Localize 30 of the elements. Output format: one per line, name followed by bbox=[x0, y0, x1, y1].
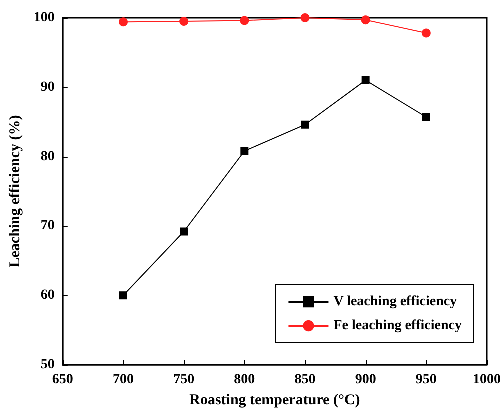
point bbox=[300, 14, 310, 22]
y-tick-label: 60 bbox=[40, 288, 55, 304]
y-tick-label: 50 bbox=[40, 358, 55, 372]
y-tick-label: 80 bbox=[40, 149, 55, 164]
x-tick-label: 850 bbox=[294, 372, 316, 388]
point bbox=[119, 292, 128, 300]
y-tick-label: 90 bbox=[40, 80, 55, 95]
point bbox=[180, 16, 189, 26]
point bbox=[118, 18, 128, 27]
point bbox=[180, 228, 188, 236]
point bbox=[361, 16, 370, 25]
point bbox=[240, 16, 250, 26]
point bbox=[422, 113, 430, 122]
x-tick-label: 900 bbox=[355, 372, 376, 388]
x-tick-label: 700 bbox=[112, 372, 134, 388]
y-axis-title: Leaching efficiency (%) bbox=[8, 115, 24, 268]
y-tick-label: 100 bbox=[34, 10, 55, 26]
x-tick-label: 1000 bbox=[473, 372, 501, 388]
point bbox=[301, 120, 310, 129]
legend-label: Fe leaching efficiency bbox=[334, 318, 462, 334]
point bbox=[362, 76, 370, 84]
x-axis-title: Roasting temperature (°C) bbox=[190, 392, 360, 408]
point bbox=[422, 28, 431, 38]
x-tick-label: 750 bbox=[174, 372, 195, 388]
y-tick-label: 70 bbox=[40, 218, 55, 234]
legend-label: V leaching efficiency bbox=[334, 294, 458, 310]
x-tick-label: 950 bbox=[416, 372, 437, 388]
point bbox=[240, 147, 249, 156]
x-tick-label: 650 bbox=[52, 372, 74, 388]
x-tick-label: 800 bbox=[234, 372, 256, 388]
